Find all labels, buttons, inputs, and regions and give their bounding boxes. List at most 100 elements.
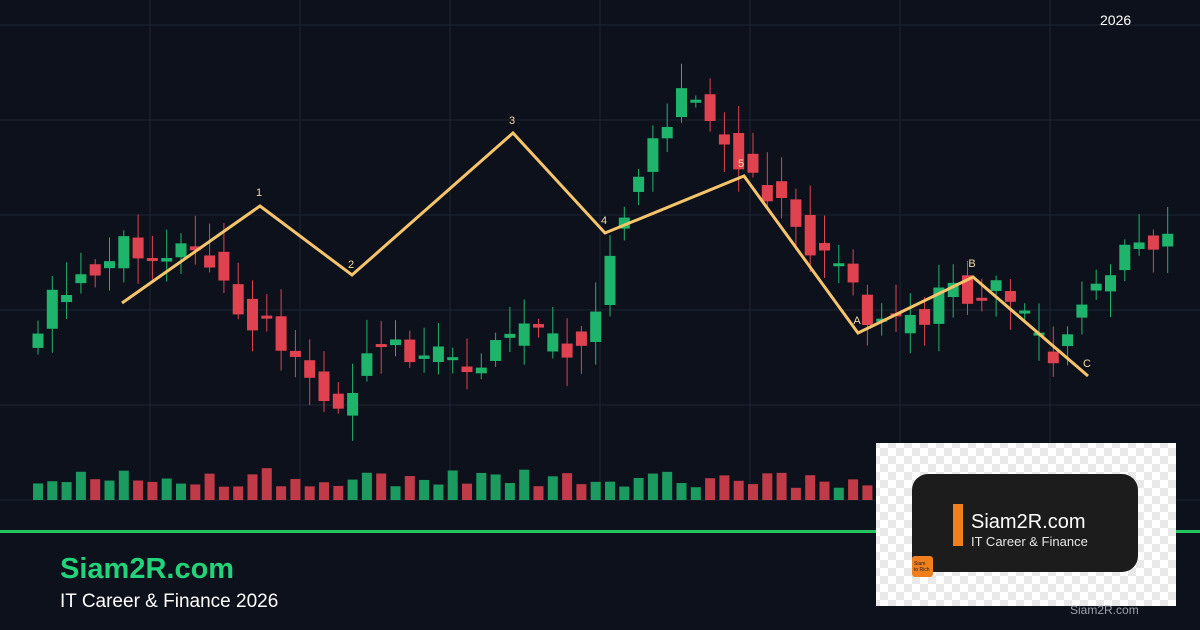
volume-bar xyxy=(447,470,458,500)
candle-body xyxy=(432,346,444,362)
wave-label: A xyxy=(853,315,861,327)
volume-bar xyxy=(133,480,144,500)
year-label: 2026 xyxy=(1100,12,1131,28)
volume-bar xyxy=(233,486,244,500)
candle-body xyxy=(1004,291,1016,302)
volume-bar xyxy=(705,478,716,500)
volume-bars xyxy=(33,468,1173,500)
candle-body xyxy=(933,287,945,324)
candle-body xyxy=(547,333,559,352)
candle-body xyxy=(804,214,816,256)
volume-bar xyxy=(419,479,430,500)
volume-bar xyxy=(633,477,644,500)
volume-bar xyxy=(390,486,401,500)
candle-body xyxy=(218,251,230,281)
candle-body xyxy=(1119,244,1131,271)
candle-body xyxy=(347,392,359,416)
volume-bar xyxy=(833,487,844,500)
candle-body xyxy=(1147,235,1159,250)
volume-bar xyxy=(619,486,630,500)
volume-bar xyxy=(33,483,43,500)
candle-body xyxy=(175,243,187,258)
candle-body xyxy=(962,275,973,304)
candle-body xyxy=(647,138,659,172)
volume-bar xyxy=(733,480,744,500)
candle-body xyxy=(990,280,1002,291)
volume-bar xyxy=(90,479,101,500)
volume-bar xyxy=(690,487,701,500)
volume-bar xyxy=(605,481,615,500)
volume-bar xyxy=(190,484,201,500)
candle-body xyxy=(118,236,130,269)
volume-bar xyxy=(75,471,86,500)
candle-body xyxy=(919,309,931,325)
candle-body xyxy=(418,355,430,359)
volume-bar xyxy=(347,479,358,500)
candle-body xyxy=(590,311,602,342)
volume-bar xyxy=(462,483,472,500)
candle-body xyxy=(661,126,673,139)
candle-body xyxy=(447,357,459,361)
candle-body xyxy=(461,366,473,373)
candle-body xyxy=(1162,233,1174,247)
logo-badge-text: Siam xyxy=(914,561,925,567)
wave-label: C xyxy=(1083,358,1091,370)
candle-body xyxy=(518,323,530,346)
watermark: Siam2R.com xyxy=(1070,603,1139,617)
candle-body xyxy=(490,340,502,361)
volume-bar xyxy=(319,482,329,500)
volume-bar xyxy=(676,483,687,500)
candle-body xyxy=(132,237,144,259)
candle-body xyxy=(32,333,44,348)
logo-card xyxy=(912,474,1138,572)
candle-body xyxy=(690,99,702,103)
candle-body xyxy=(718,134,730,145)
volume-bar xyxy=(47,481,58,500)
volume-bar xyxy=(376,473,387,500)
candle-body xyxy=(947,282,959,298)
candle-body xyxy=(289,350,301,357)
candle-body xyxy=(404,339,416,363)
volume-bar xyxy=(519,469,530,500)
volume-bar xyxy=(848,479,859,500)
footer-brand: Siam2R.com xyxy=(60,553,234,585)
candle-body xyxy=(1047,351,1059,364)
logo-panel: Siam2R.com IT Career & Finance Siam to R… xyxy=(876,443,1176,606)
wave-label: B xyxy=(968,258,975,270)
candle-body xyxy=(232,284,244,315)
candle-body xyxy=(747,153,759,173)
footer-tagline: IT Career & Finance 2026 xyxy=(60,591,278,612)
candle-body xyxy=(475,367,487,374)
candle-body xyxy=(1133,242,1145,249)
candle-body xyxy=(976,297,988,301)
volume-bar xyxy=(776,472,787,500)
candle-body xyxy=(1105,275,1116,292)
candle-body xyxy=(533,324,544,328)
wave-label: 1 xyxy=(256,187,262,199)
candlesticks xyxy=(32,63,1174,441)
candle-body xyxy=(375,344,387,348)
volume-bar xyxy=(147,481,158,500)
volume-bar xyxy=(576,484,587,500)
candle-body xyxy=(332,393,344,409)
volume-bar xyxy=(176,483,186,500)
candle-body xyxy=(618,217,630,229)
wave-label: 5 xyxy=(738,158,744,170)
volume-bar xyxy=(104,480,115,500)
wave-labels: 1 2 3 4 5 A B C xyxy=(256,115,1091,370)
volume-bar xyxy=(276,486,287,500)
volume-bar xyxy=(547,476,558,500)
volume-bar xyxy=(504,483,515,500)
candle-body xyxy=(819,243,830,251)
volume-bar xyxy=(290,479,301,500)
candle-body xyxy=(46,289,58,329)
candle-body xyxy=(904,314,916,334)
candle-body xyxy=(575,331,587,346)
candle-body xyxy=(361,353,373,376)
candle-body xyxy=(847,263,859,283)
logo-badge xyxy=(912,556,933,577)
volume-bar xyxy=(533,486,544,500)
candle-body xyxy=(733,133,745,170)
wave-line xyxy=(121,130,1089,378)
candle-body xyxy=(704,94,716,121)
